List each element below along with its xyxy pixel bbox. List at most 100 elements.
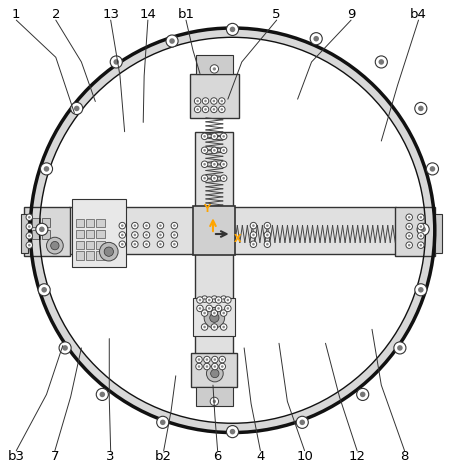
Circle shape [226, 307, 229, 310]
Circle shape [26, 214, 33, 220]
Circle shape [143, 241, 150, 248]
Circle shape [220, 324, 227, 330]
Circle shape [415, 102, 427, 115]
Bar [32, 230, 40, 239]
Circle shape [213, 177, 216, 180]
Circle shape [210, 65, 219, 73]
Circle shape [420, 227, 426, 232]
Circle shape [201, 310, 208, 316]
Circle shape [213, 149, 216, 152]
Circle shape [211, 369, 219, 378]
Bar [96, 230, 105, 238]
Circle shape [264, 232, 271, 238]
Circle shape [203, 149, 206, 152]
Circle shape [157, 416, 169, 428]
Circle shape [203, 326, 206, 329]
Circle shape [418, 233, 424, 239]
Circle shape [252, 234, 255, 236]
Text: b2: b2 [155, 450, 172, 463]
Text: 4: 4 [256, 450, 265, 463]
Circle shape [204, 100, 207, 102]
Circle shape [208, 299, 211, 301]
Circle shape [133, 224, 136, 227]
Circle shape [220, 296, 227, 302]
Circle shape [26, 233, 33, 239]
Circle shape [38, 284, 50, 296]
Circle shape [296, 416, 308, 428]
Circle shape [213, 67, 216, 71]
Circle shape [219, 356, 226, 363]
Circle shape [230, 27, 235, 32]
Circle shape [419, 216, 422, 219]
Circle shape [119, 222, 126, 229]
Circle shape [132, 241, 138, 248]
Bar [191, 352, 237, 388]
Circle shape [221, 358, 224, 361]
Circle shape [36, 223, 48, 235]
Bar [96, 219, 105, 227]
Circle shape [213, 135, 216, 138]
Circle shape [213, 358, 216, 361]
Circle shape [426, 163, 438, 175]
Circle shape [28, 225, 31, 228]
Circle shape [211, 106, 217, 113]
Circle shape [210, 313, 219, 322]
Circle shape [408, 225, 411, 228]
Circle shape [44, 166, 49, 172]
Circle shape [204, 307, 225, 328]
Bar [395, 207, 435, 256]
Circle shape [213, 365, 216, 368]
Circle shape [220, 108, 223, 110]
Bar [76, 219, 84, 227]
Circle shape [418, 106, 424, 111]
Circle shape [222, 298, 225, 300]
Circle shape [406, 242, 412, 249]
Circle shape [173, 234, 176, 236]
Circle shape [198, 358, 200, 361]
Circle shape [213, 163, 216, 166]
Circle shape [222, 163, 225, 166]
Circle shape [196, 356, 202, 363]
Circle shape [121, 243, 124, 246]
Circle shape [206, 365, 208, 368]
Circle shape [250, 241, 257, 248]
Circle shape [266, 234, 269, 236]
Bar [86, 219, 94, 227]
Circle shape [30, 28, 435, 432]
Text: 8: 8 [400, 450, 409, 463]
Circle shape [211, 310, 218, 316]
Circle shape [220, 100, 223, 102]
Bar [24, 207, 70, 256]
Circle shape [119, 232, 126, 238]
Circle shape [266, 224, 269, 227]
Text: 13: 13 [102, 8, 119, 21]
Text: 9: 9 [347, 8, 355, 21]
Circle shape [222, 149, 225, 152]
Bar [42, 218, 50, 227]
Circle shape [59, 342, 71, 354]
Circle shape [28, 234, 31, 237]
Circle shape [51, 241, 59, 250]
Circle shape [418, 223, 424, 230]
Circle shape [194, 106, 201, 113]
Circle shape [196, 363, 202, 370]
Circle shape [202, 106, 209, 113]
Circle shape [220, 147, 227, 154]
Circle shape [212, 363, 218, 370]
Circle shape [222, 177, 225, 180]
Text: X: X [234, 234, 241, 244]
Circle shape [375, 56, 387, 68]
Circle shape [219, 363, 226, 370]
Circle shape [204, 356, 210, 363]
Circle shape [419, 244, 422, 247]
Circle shape [264, 241, 271, 248]
Circle shape [46, 237, 63, 254]
Circle shape [299, 419, 305, 425]
Circle shape [201, 133, 208, 139]
Text: 14: 14 [140, 8, 156, 21]
Bar [76, 230, 84, 238]
Bar [193, 298, 235, 336]
Circle shape [211, 161, 218, 168]
Bar [72, 199, 126, 267]
Circle shape [213, 298, 216, 300]
